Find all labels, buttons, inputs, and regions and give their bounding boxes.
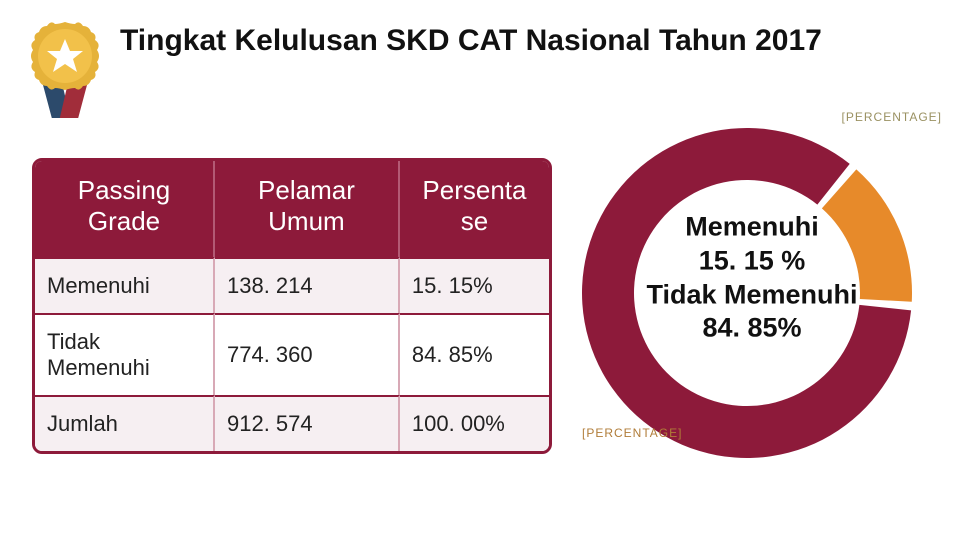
- content-area: Passing Grade Pelamar Umum Persenta se M…: [0, 118, 960, 458]
- cell: Memenuhi: [35, 257, 215, 313]
- column-header: Pelamar Umum: [215, 161, 400, 257]
- center-line: 15. 15 %: [612, 244, 892, 278]
- chart-label-bottom: [PERCENTAGE]: [582, 426, 682, 440]
- center-line: 84. 85%: [612, 312, 892, 346]
- cell: 15. 15%: [400, 257, 549, 313]
- column-header: Persenta se: [400, 161, 549, 257]
- table-row: Jumlah 912. 574 100. 00%: [35, 395, 549, 451]
- cell: 100. 00%: [400, 395, 549, 451]
- column-header: Passing Grade: [35, 161, 215, 257]
- donut-chart-area: [PERCENTAGE] Memenuhi 15. 15 % Tidak Mem…: [562, 98, 942, 458]
- center-line: Memenuhi: [612, 211, 892, 245]
- table-header-row: Passing Grade Pelamar Umum Persenta se: [35, 161, 549, 257]
- center-line: Tidak Memenuhi: [612, 278, 892, 312]
- medal-icon: [20, 18, 110, 118]
- page-title: Tingkat Kelulusan SKD CAT Nasional Tahun…: [110, 18, 822, 60]
- cell: Jumlah: [35, 395, 215, 451]
- table-row: Memenuhi 138. 214 15. 15%: [35, 257, 549, 313]
- donut-center-text: Memenuhi 15. 15 % Tidak Memenuhi 84. 85%: [612, 211, 892, 346]
- cell: 84. 85%: [400, 313, 549, 395]
- cell: 912. 574: [215, 395, 400, 451]
- cell: 774. 360: [215, 313, 400, 395]
- passing-grade-table: Passing Grade Pelamar Umum Persenta se M…: [32, 158, 552, 454]
- table-row: Tidak Memenuhi 774. 360 84. 85%: [35, 313, 549, 395]
- chart-label-top: [PERCENTAGE]: [842, 110, 942, 124]
- cell: 138. 214: [215, 257, 400, 313]
- cell: Tidak Memenuhi: [35, 313, 215, 395]
